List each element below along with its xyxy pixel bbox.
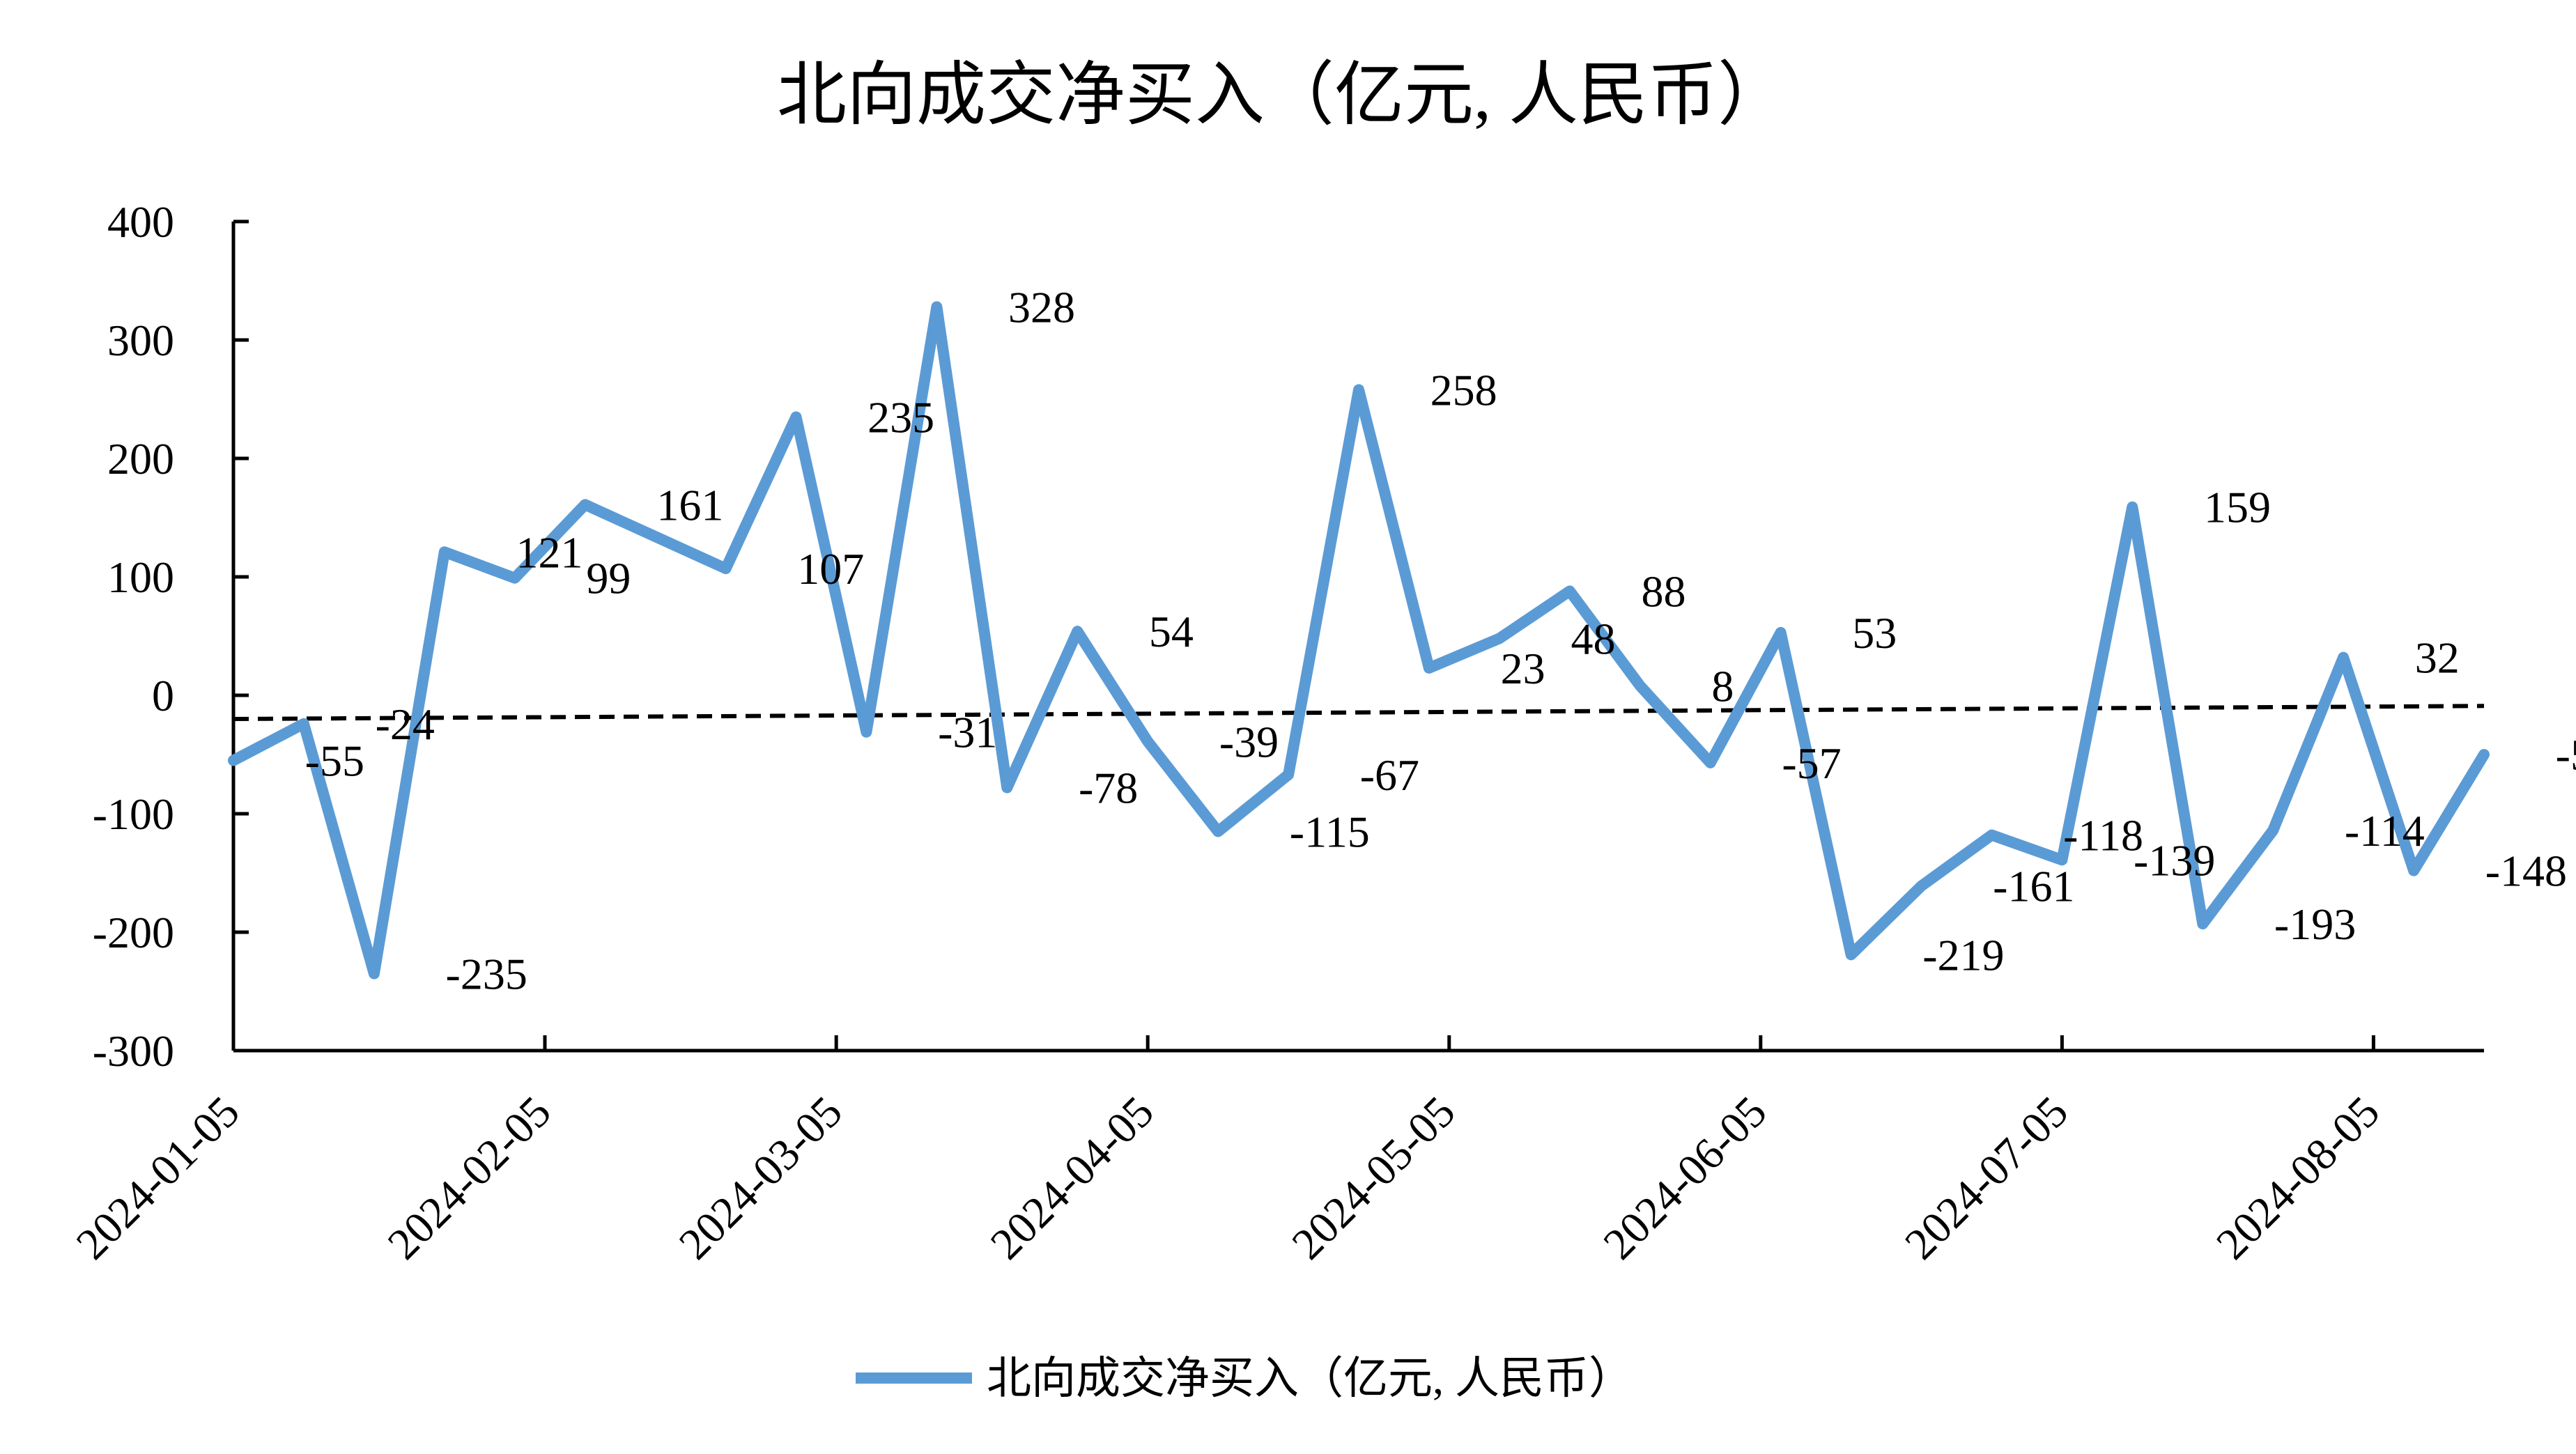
data-point [936,306,937,307]
data-label: -24 [376,699,435,749]
data-point [1288,774,1289,775]
data-point [1428,667,1430,669]
y-tick-label: -100 [93,789,174,839]
series-layer [228,301,2490,980]
data-point [514,578,516,579]
data-label-layer: -55-24-23512199161107235-31328-7854-39-1… [305,282,2576,998]
data-point [725,568,727,569]
data-label: -219 [1922,930,2004,980]
data-label: -148 [2485,846,2567,896]
data-point [2413,870,2414,872]
data-point [1710,762,1711,764]
x-tick-label: 2024-06-05 [1594,1087,1775,1269]
data-label: -31 [938,708,997,757]
data-label: -161 [1993,862,2074,911]
chart-title: 北向成交净买入（亿元, 人民币） [777,56,1787,134]
data-label: -114 [2345,806,2425,856]
data-point [2061,859,2062,860]
data-point [1640,685,1641,686]
data-label: 53 [1852,608,1897,658]
data-point [796,417,797,418]
data-label: 32 [2415,633,2460,683]
data-point [1991,835,1992,836]
data-point [1921,885,1922,887]
data-label: 8 [1711,661,1734,711]
data-label: -193 [2274,899,2356,949]
x-tick-label: 2024-05-05 [1282,1087,1464,1269]
data-label: 23 [1501,644,1545,693]
data-point [2202,923,2203,925]
data-label: -55 [305,736,364,786]
data-label: -78 [1079,764,1138,813]
data-label: 328 [1008,282,1075,332]
data-point [373,973,375,975]
data-point [1217,831,1219,833]
data-label: 159 [2204,483,2271,532]
data-label: 161 [656,480,723,529]
y-tick-label: 400 [107,197,174,247]
data-point [444,551,445,552]
data-point [1499,637,1500,639]
data-label: 48 [1571,614,1616,663]
data-point [1077,631,1078,632]
data-label: 107 [797,544,864,594]
trendline [233,704,2485,721]
x-tick-label: 2024-03-05 [670,1087,851,1269]
data-point [233,760,234,761]
y-tick-label: 0 [152,671,174,720]
series-line [228,301,2490,980]
y-tick-label: 300 [107,316,174,365]
data-label: 121 [516,527,583,577]
data-point [1569,590,1571,591]
data-label: -67 [1360,750,1419,800]
x-tick-label: 2024-02-05 [378,1087,560,1269]
legend: 北向成交净买入（亿元, 人民币） [856,1354,1633,1403]
data-label: 235 [867,393,934,442]
x-tick-label: 2024-08-05 [2207,1087,2389,1269]
data-label: 258 [1430,365,1497,415]
legend-label: 北向成交净买入（亿元, 人民币） [987,1354,1633,1403]
data-label: -57 [1782,738,1841,788]
data-point [585,504,586,505]
data-label: -39 [1219,717,1279,766]
data-point [865,732,867,733]
data-label: 54 [1149,607,1194,656]
data-point [1851,954,1852,955]
data-label: -139 [2134,835,2215,885]
data-point [2343,657,2344,658]
data-point [303,723,304,725]
data-label: 99 [586,554,631,603]
data-point [2272,830,2274,831]
data-point [1780,632,1782,633]
y-tick-label: -200 [93,908,174,957]
x-tick-label: 2024-07-05 [1895,1087,2077,1269]
data-label: -118 [2063,811,2143,860]
trendline-layer [233,704,2485,721]
data-point [1006,787,1008,789]
data-point [1147,741,1148,742]
data-point [655,536,656,537]
data-point [2483,754,2485,755]
y-tick-label: 100 [107,552,174,602]
y-tick-label: -300 [93,1026,174,1076]
data-point [2131,506,2133,508]
data-label: -115 [1290,807,1370,857]
data-point [1358,389,1359,390]
x-tick-label: 2024-01-05 [67,1087,249,1269]
x-tick-label: 2024-04-05 [981,1087,1163,1269]
data-label: -235 [446,950,527,999]
data-label: -50 [2556,730,2576,780]
data-label: 88 [1641,566,1686,616]
y-tick-label: 200 [107,434,174,484]
